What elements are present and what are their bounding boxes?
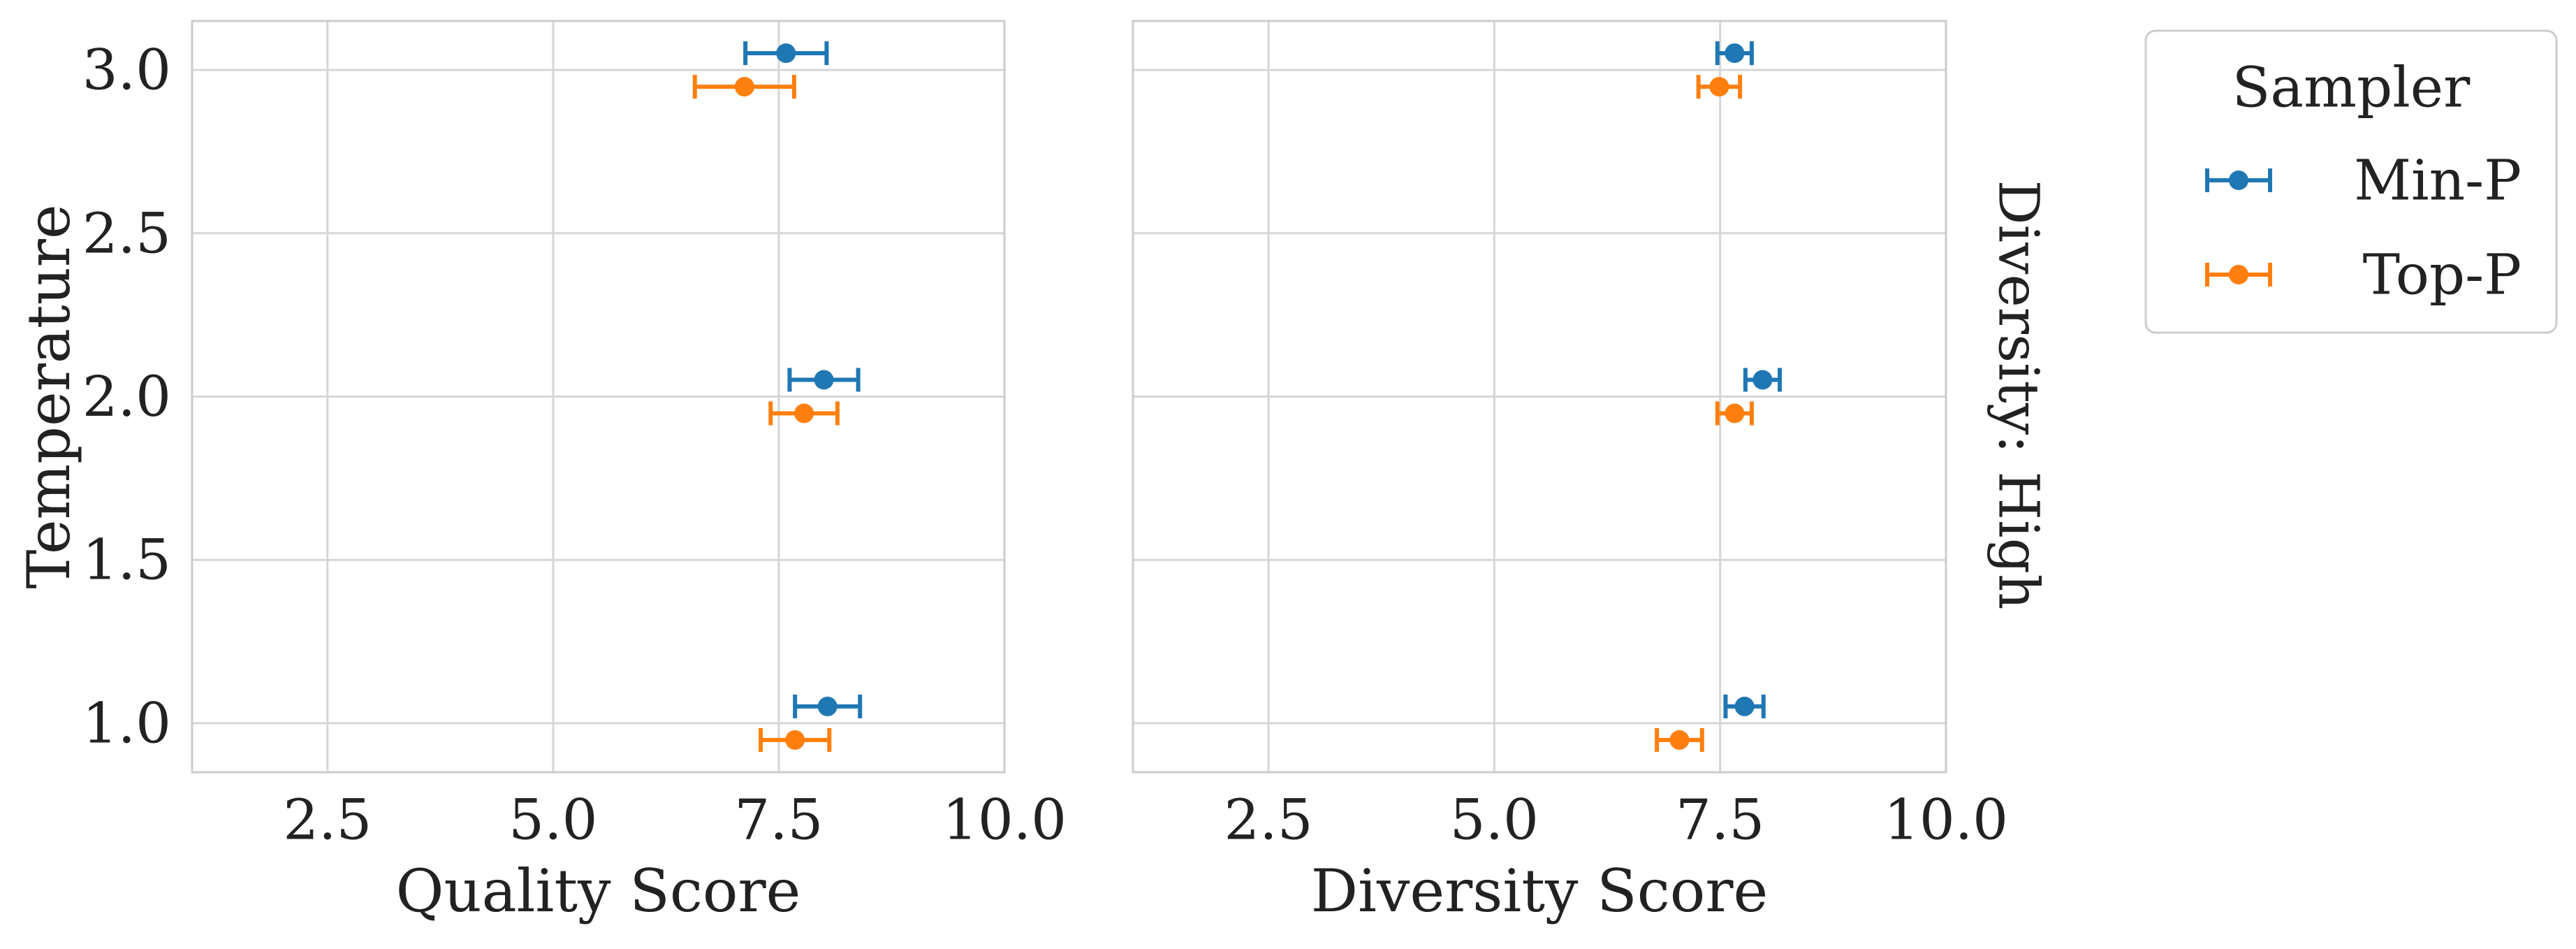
y-tick-label: 2.5 [82,201,171,266]
data-point [814,370,834,390]
series-top-p [1655,75,1754,752]
chart-panels: 2.5 5.0 7.5 10.0 1.0 1.5 2.0 2.5 3.0 Quality Scor… [15,20,2008,925]
data-point [1725,43,1745,64]
x-axis-label: Quality Score [396,857,801,925]
y-tick-label: 2.0 [82,364,171,429]
legend-entries: Min-P Top-P [2205,148,2522,307]
data-point [776,43,796,64]
data-point [794,403,814,423]
legend-title: Sampler [2232,55,2471,120]
legend: Sampler Min-P Top-P [2144,29,2558,334]
legend-label: Top-P [2363,242,2522,307]
data-point [817,696,837,716]
x-tick-label: 7.5 [734,788,823,853]
legend-entry-top-p: Top-P [2205,242,2522,307]
y-tick-label: 3.0 [82,38,171,103]
legend-marker [2229,265,2248,284]
x-axis-label: Diversity Score [1311,857,1768,925]
data-point [1725,403,1745,423]
series-min-p [743,41,863,718]
plot-frame [191,20,1006,774]
series-min-p [1715,41,1783,718]
legend-entry-min-p: Min-P [2205,148,2522,213]
x-tick-label: 7.5 [1676,788,1764,853]
data-point [1709,77,1729,97]
y-tick-label: 1.5 [82,528,171,593]
y-axis-label: Temperature [15,204,83,588]
legend-label: Min-P [2354,148,2522,213]
data-point [1669,730,1690,750]
facet-label: Diversity: High [1986,180,2051,610]
x-tick-label: 2.5 [1224,788,1312,853]
x-tick-label: 5.0 [508,788,597,853]
legend-frame [2144,29,2558,334]
x-tick-label: 2.5 [283,788,372,853]
data-point [734,77,754,97]
data-point [1752,370,1773,390]
y-tick-label: 1.0 [82,690,171,755]
panel-right: 2.5 5.0 7.5 10.0 Diversity Score [1132,20,2008,925]
x-tick-label: 10.0 [1884,788,2008,853]
legend-marker [2229,171,2248,190]
data-point [1734,696,1755,716]
panel-left: 2.5 5.0 7.5 10.0 1.0 1.5 2.0 2.5 3.0 Quality Scor… [15,20,1067,925]
x-tick-label: 10.0 [942,788,1067,853]
data-point [785,730,805,750]
x-tick-label: 5.0 [1450,788,1539,853]
series-top-p [692,75,840,752]
plot-frame [1132,20,1947,774]
